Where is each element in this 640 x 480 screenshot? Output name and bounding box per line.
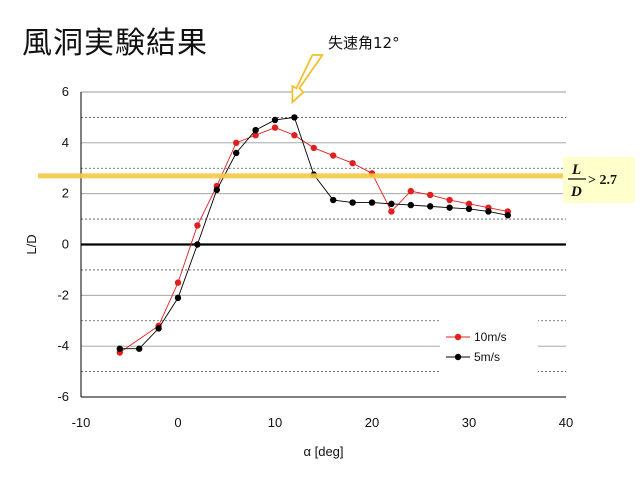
series-line-10ms [119, 127, 508, 353]
ld-condition-box [563, 157, 635, 203]
y-tick-label: -4 [57, 338, 69, 353]
ld-numerator: L [571, 162, 581, 178]
data-point-5ms [116, 345, 124, 352]
data-point-5ms [271, 116, 279, 124]
legend-label-5ms: 5m/s [474, 350, 500, 364]
legend-box [440, 320, 538, 372]
data-point-5ms [213, 186, 220, 194]
y-tick-label: -6 [57, 389, 69, 404]
data-point-10ms [349, 159, 356, 167]
ld-condition-value: > 2.7 [588, 173, 617, 188]
data-point-10ms [446, 196, 453, 204]
data-point-10ms [271, 124, 279, 131]
data-point-5ms [349, 199, 356, 206]
data-point-5ms [194, 241, 201, 248]
data-point-5ms [407, 201, 414, 209]
data-point-5ms [427, 203, 434, 210]
x-tick-label: 0 [174, 415, 181, 430]
data-point-5ms [504, 212, 511, 219]
ld-denominator: D [570, 184, 582, 200]
data-point-10ms [310, 144, 317, 152]
data-point-5ms [233, 149, 240, 157]
data-point-5ms [368, 199, 376, 206]
series-line-5ms [119, 116, 508, 350]
y-tick-labels: -6 -4 -2 0 2 4 6 [57, 84, 69, 404]
x-tick-label: 20 [365, 415, 379, 430]
legend-marker-5ms [454, 353, 462, 361]
chart-legend: 10m/s 5m/s [440, 320, 538, 372]
x-tick-label: -10 [72, 415, 91, 430]
x-tick-label: 40 [559, 415, 573, 430]
data-point-10ms [174, 279, 182, 286]
data-point-10ms [252, 132, 259, 139]
y-tick-label: 2 [62, 186, 69, 201]
y-tick-label: 6 [62, 84, 69, 99]
data-point-5ms [155, 325, 162, 332]
y-tick-label: 0 [62, 237, 69, 252]
data-point-5ms [446, 204, 453, 211]
data-point-5ms [485, 208, 492, 215]
data-point-5ms [174, 294, 182, 302]
data-point-10ms [233, 139, 240, 147]
x-tick-label: 30 [462, 415, 476, 430]
data-point-10ms [388, 208, 395, 215]
data-point-5ms [465, 205, 473, 213]
x-tick-labels: -10 0 10 20 30 40 [72, 415, 574, 430]
x-tick-label: 10 [268, 415, 282, 430]
data-point-10ms [194, 222, 201, 229]
data-point-10ms [407, 187, 414, 195]
data-point-5ms [252, 126, 259, 134]
slide-title: 風洞実験結果 [22, 26, 208, 61]
data-point-10ms [465, 200, 473, 208]
stall-arrow [291, 54, 325, 105]
y-tick-label: -2 [57, 287, 69, 302]
data-point-5ms [291, 114, 298, 121]
x-axis-label: α [deg] [303, 444, 343, 459]
y-tick-label: 4 [62, 135, 69, 150]
data-point-5ms [136, 345, 143, 352]
data-point-5ms [388, 200, 395, 208]
data-point-10ms [330, 152, 337, 159]
y-axis-label: L/D [24, 234, 39, 254]
stall-angle-label: 失速角12° [328, 34, 400, 52]
series-layer [116, 114, 511, 356]
data-point-10ms [427, 191, 434, 199]
data-point-10ms [291, 132, 298, 139]
legend-marker-10ms [454, 333, 462, 341]
legend-label-10ms: 10m/s [474, 330, 507, 344]
data-point-5ms [330, 196, 337, 204]
